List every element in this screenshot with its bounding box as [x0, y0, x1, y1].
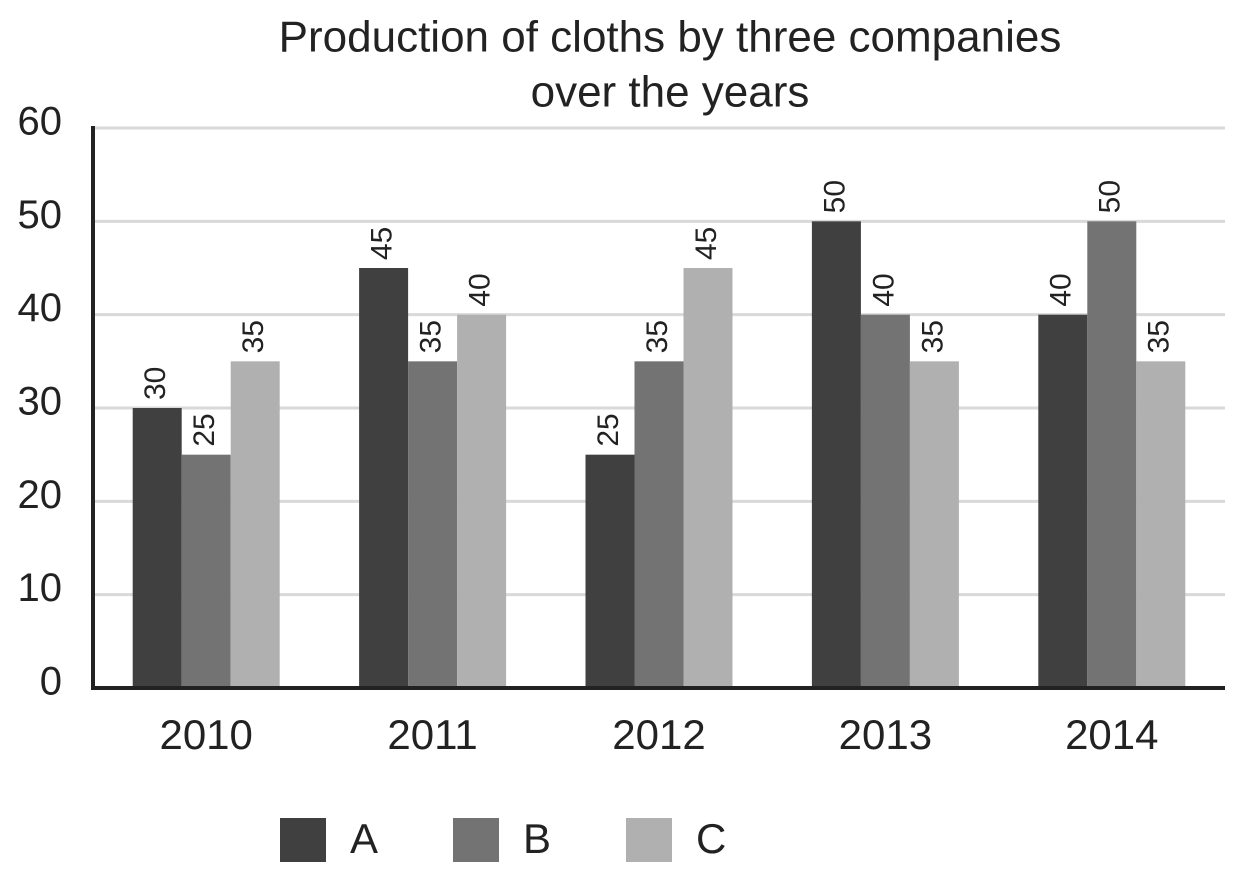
value-label: 35: [237, 320, 270, 353]
bar: [181, 454, 231, 688]
value-label: 35: [641, 320, 674, 353]
bar: [359, 268, 409, 688]
value-label: 45: [690, 227, 723, 260]
legend-swatch: [280, 818, 326, 862]
y-tick-label: 60: [18, 100, 63, 144]
bar: [408, 361, 458, 688]
legend-swatch: [626, 818, 672, 862]
value-label: 25: [592, 413, 625, 446]
legend-label: A: [350, 815, 378, 862]
value-label: 35: [1143, 320, 1176, 353]
value-label: 30: [139, 367, 172, 400]
value-label: 35: [916, 320, 949, 353]
legend-swatch: [453, 818, 499, 862]
bar: [860, 314, 910, 688]
x-tick-label: 2012: [612, 711, 705, 758]
value-label: 50: [1094, 180, 1127, 213]
value-label: 40: [464, 273, 497, 306]
bar: [634, 361, 684, 688]
bar: [457, 314, 507, 688]
y-tick-label: 10: [18, 566, 63, 610]
chart-title: Production of cloths by three companies: [279, 13, 1062, 62]
value-label: 50: [818, 180, 851, 213]
legend-label: B: [523, 815, 551, 862]
x-tick-label: 2011: [387, 711, 477, 758]
bar: [683, 268, 733, 688]
value-label: 45: [366, 227, 399, 260]
value-label: 40: [867, 273, 900, 306]
y-tick-label: 40: [18, 286, 63, 330]
x-tick-label: 2014: [1065, 711, 1158, 758]
chart-title: over the years: [531, 68, 810, 117]
bar: [1087, 221, 1137, 689]
y-tick-label: 20: [18, 473, 63, 517]
y-tick-label: 0: [40, 660, 62, 704]
bar: [909, 361, 959, 688]
value-label: 40: [1045, 273, 1078, 306]
bar: [230, 361, 280, 688]
bar: [1038, 314, 1088, 688]
legend-label: C: [696, 815, 726, 862]
bar: [585, 454, 635, 688]
value-label: 25: [188, 413, 221, 446]
bar: [132, 408, 182, 688]
x-tick-label: 2013: [839, 711, 932, 758]
bar: [1136, 361, 1186, 688]
y-tick-label: 50: [18, 193, 63, 237]
bar: [811, 221, 861, 689]
x-tick-label: 2010: [159, 711, 252, 758]
y-tick-label: 30: [18, 380, 63, 424]
value-label: 35: [415, 320, 448, 353]
